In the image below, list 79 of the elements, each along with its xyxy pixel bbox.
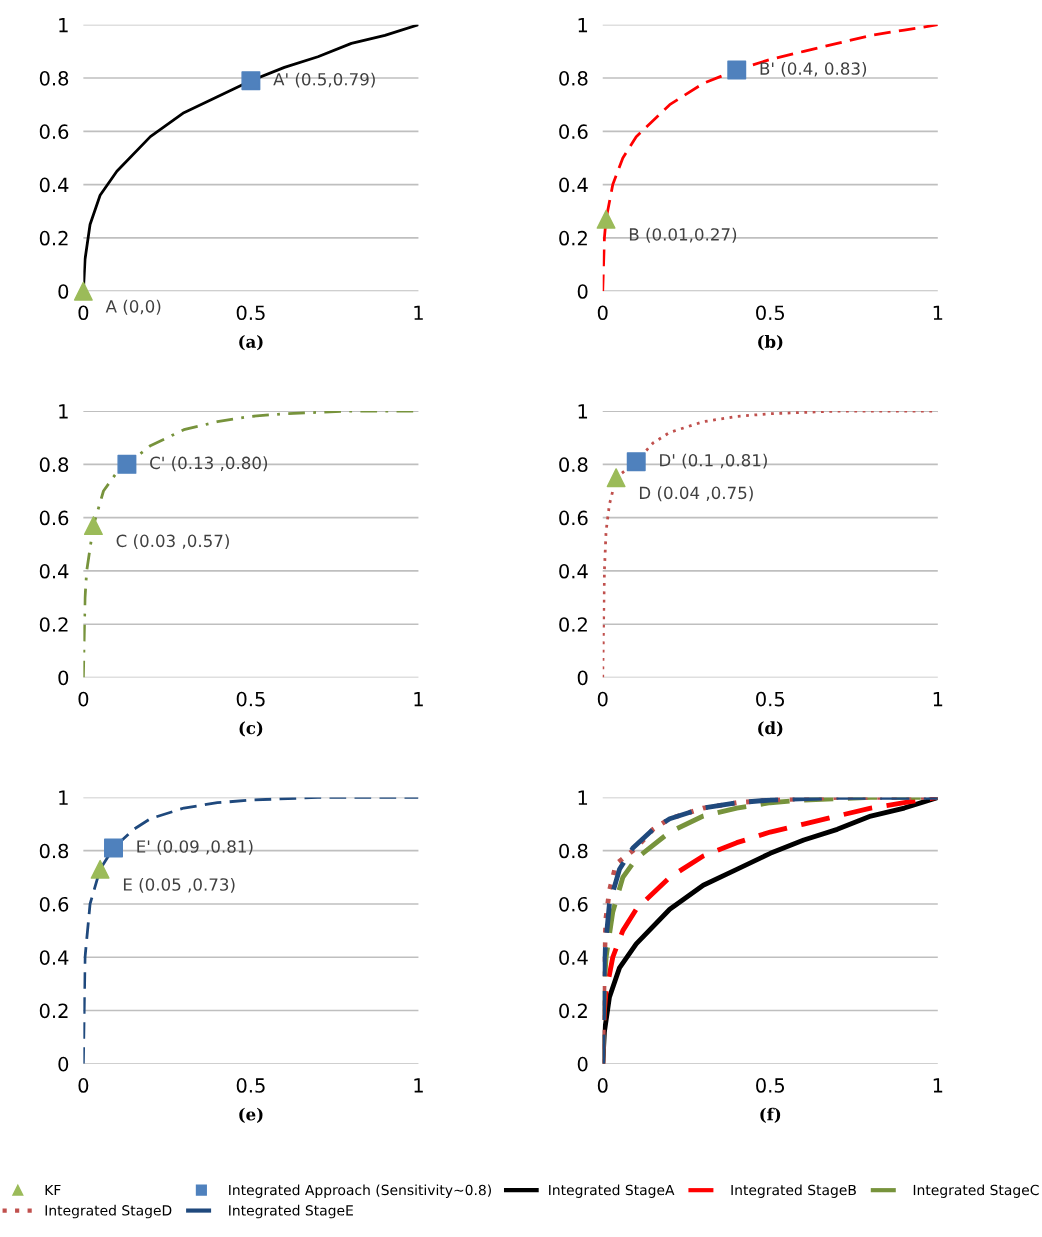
x-axis-title: (e) [239,1107,263,1123]
y-tick-label: 0 [577,284,588,299]
legend-label: Integrated StageA [549,1184,675,1198]
annotation: A' (0.5,0.79) [273,72,375,88]
legend-label: Integrated StageD [45,1204,172,1219]
annotation: D (0.04 ,0.75) [639,486,753,502]
y-tick-label: 0 [577,670,588,686]
y-tick-label: 1 [59,17,68,33]
x-tick-label: 0 [78,691,89,707]
y-tick-label: 1 [59,790,68,805]
y-tick-label: 0.6 [559,124,588,139]
x-axis-title: (b) [758,334,783,351]
y-tick-label: 0.8 [39,457,69,473]
y-tick-label: 0.8 [559,70,588,86]
annotation: B' (0.4, 0.83) [760,61,867,77]
x-axis-title: (a) [239,334,263,351]
legend-label: Integrated Approach (Sensitivity~0.8) [229,1184,491,1198]
x-tick-label: 1 [933,305,943,320]
y-tick-label: 0.2 [559,617,587,632]
y-tick-label: 0.2 [39,230,68,246]
x-tick-label: 0.5 [756,1078,785,1093]
legend-label: KF [45,1184,61,1196]
annotation: A (0,0) [105,299,161,315]
legend-label: Integrated StageC [913,1184,1039,1198]
line-series [83,797,419,1064]
annotation: C (0.03 ,0.57) [116,534,229,550]
x-tick-label: 0 [78,305,89,321]
annotation: B (0.01,0.27) [629,227,737,243]
legend-label: Integrated StageE [229,1204,353,1219]
annotation: E' (0.09 ,0.81) [137,839,253,855]
x-tick-label: 0 [597,305,608,321]
y-tick-label: 0.6 [39,124,69,139]
x-tick-label: 0 [78,1078,89,1093]
y-tick-label: 0.8 [39,70,69,86]
annotation: D' (0.1 ,0.81) [660,453,767,469]
x-axis-title: (f) [760,1107,781,1123]
y-tick-label: 1 [59,404,68,419]
x-tick-label: 1 [414,691,423,707]
x-tick-label: 0.5 [236,1078,265,1093]
y-tick-label: 0.4 [39,563,69,579]
x-tick-label: 1 [933,691,943,707]
y-tick-label: 0.4 [39,950,69,965]
x-tick-label: 0 [597,691,608,707]
x-axis-title: (d) [758,721,783,737]
y-tick-label: 1 [578,790,588,805]
y-tick-label: 1 [578,404,588,419]
y-tick-label: 0.2 [39,617,68,632]
y-tick-label: 0.8 [39,843,69,859]
y-tick-label: 0 [58,1056,69,1072]
y-tick-label: 0 [58,284,69,299]
y-tick-label: 0 [58,670,69,686]
x-tick-label: 0.5 [756,691,785,707]
legend-label: Integrated StageB [731,1184,856,1198]
annotation: C' (0.13 ,0.80) [150,456,268,472]
y-tick-label: 0.6 [559,510,588,526]
y-tick-label: 0.6 [39,896,69,912]
x-axis-title: (c) [239,721,263,737]
x-tick-label: 0.5 [756,305,785,321]
y-tick-label: 0 [577,1056,588,1072]
y-tick-label: 0.4 [39,177,69,193]
x-tick-label: 1 [414,305,423,320]
y-tick-label: 0.4 [559,950,588,965]
annotation: E (0.05 ,0.73) [123,877,235,893]
y-tick-label: 1 [578,17,588,33]
y-tick-label: 0.6 [559,896,588,912]
y-tick-label: 0.4 [559,177,588,193]
y-tick-label: 0.4 [559,563,588,579]
x-tick-label: 0 [597,1078,608,1093]
line-series [602,797,938,1064]
y-tick-label: 0.2 [559,230,587,246]
x-tick-label: 0.5 [236,305,265,321]
x-tick-label: 0.5 [236,691,265,707]
y-tick-label: 0.6 [39,510,69,526]
y-tick-label: 0.8 [559,457,588,473]
y-tick-label: 0.2 [559,1003,587,1019]
y-tick-label: 0.2 [39,1003,68,1019]
x-tick-label: 1 [414,1078,423,1093]
y-tick-label: 0.8 [559,843,588,859]
x-tick-label: 1 [933,1078,943,1093]
